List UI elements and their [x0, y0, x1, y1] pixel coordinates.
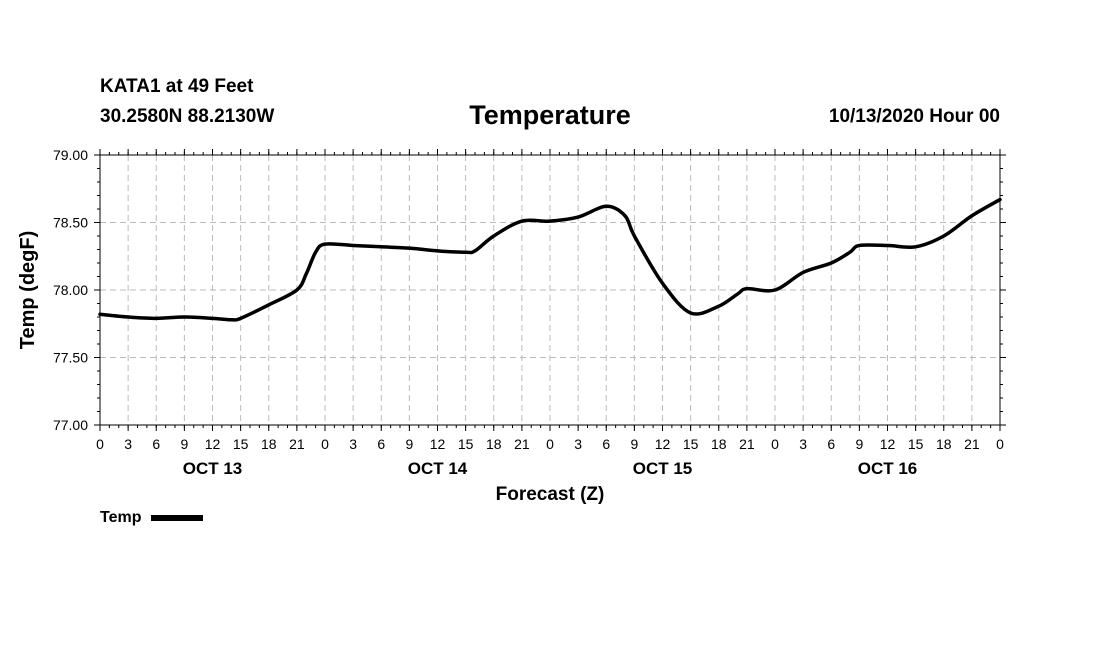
x-tick-label-13: 15 — [458, 436, 474, 452]
x-tick-label-10: 6 — [377, 436, 385, 452]
x-tick-label-6: 18 — [261, 436, 277, 452]
legend-label-temp: Temp — [100, 509, 142, 526]
x-tick-label-24: 0 — [771, 436, 779, 452]
x-axis-label: Forecast (Z) — [496, 484, 605, 505]
y-tick-label-4: 79.00 — [53, 147, 88, 163]
x-tick-label-32: 0 — [996, 436, 1004, 452]
x-tick-label-26: 6 — [827, 436, 835, 452]
y-tick-label-3: 78.50 — [53, 215, 88, 231]
y-tick-label-0: 77.00 — [53, 417, 88, 433]
station-coordinates: 30.2580N 88.2130W — [100, 106, 275, 127]
x-axis-ticks: 0 3 6 9 12 15 18 21 0 3 6 9 12 15 18 21 0 3 6 9 12 15 18 21 0 3 6 9… — [96, 149, 1004, 478]
x-tick-label-21: 15 — [683, 436, 699, 452]
legend-swatch-temp — [151, 515, 204, 521]
y-tick-label-2: 78.00 — [53, 282, 88, 298]
day-label-1: OCT 14 — [408, 459, 468, 478]
legend: Temp — [100, 509, 204, 527]
x-tick-label-30: 18 — [936, 436, 952, 452]
x-tick-label-27: 9 — [855, 436, 863, 452]
x-tick-label-16: 0 — [546, 436, 554, 452]
x-tick-label-5: 15 — [233, 436, 249, 452]
x-tick-label-17: 3 — [574, 436, 582, 452]
x-tick-label-12: 12 — [430, 436, 446, 452]
day-label-3: OCT 16 — [858, 459, 918, 478]
series-line-temp — [98, 197, 1002, 322]
x-tick-label-14: 18 — [486, 436, 502, 452]
x-tick-label-4: 12 — [205, 436, 221, 452]
x-tick-label-23: 21 — [739, 436, 755, 452]
x-tick-label-0: 0 — [96, 436, 104, 452]
x-tick-label-8: 0 — [321, 436, 329, 452]
grid-lines — [100, 155, 1000, 425]
x-tick-label-25: 3 — [799, 436, 807, 452]
day-label-2: OCT 15 — [633, 459, 693, 478]
x-tick-label-15: 21 — [514, 436, 530, 452]
x-tick-label-28: 12 — [880, 436, 896, 452]
x-tick-label-18: 6 — [602, 436, 610, 452]
x-tick-label-29: 15 — [908, 436, 924, 452]
x-tick-label-19: 9 — [630, 436, 638, 452]
x-tick-label-7: 21 — [289, 436, 305, 452]
x-tick-label-22: 18 — [711, 436, 727, 452]
y-axis-ticks: 77.00 77.50 78.00 78.50 79.00 — [53, 147, 1006, 433]
series-layer — [98, 197, 1002, 322]
x-tick-label-1: 3 — [124, 436, 132, 452]
day-label-0: OCT 13 — [183, 459, 243, 478]
x-tick-label-11: 9 — [405, 436, 413, 452]
y-axis-label: Temp (degF) — [17, 231, 39, 350]
forecast-issued-time: 10/13/2020 Hour 00 — [828, 106, 1000, 127]
x-tick-label-2: 6 — [152, 436, 160, 452]
x-tick-label-9: 3 — [349, 436, 357, 452]
x-tick-label-3: 9 — [180, 436, 188, 452]
x-tick-label-20: 12 — [655, 436, 671, 452]
y-tick-label-1: 77.50 — [53, 350, 88, 366]
chart-title: Temperature — [469, 100, 631, 130]
station-label: KATA1 at 49 Feet — [100, 76, 254, 97]
x-tick-label-31: 21 — [964, 436, 980, 452]
